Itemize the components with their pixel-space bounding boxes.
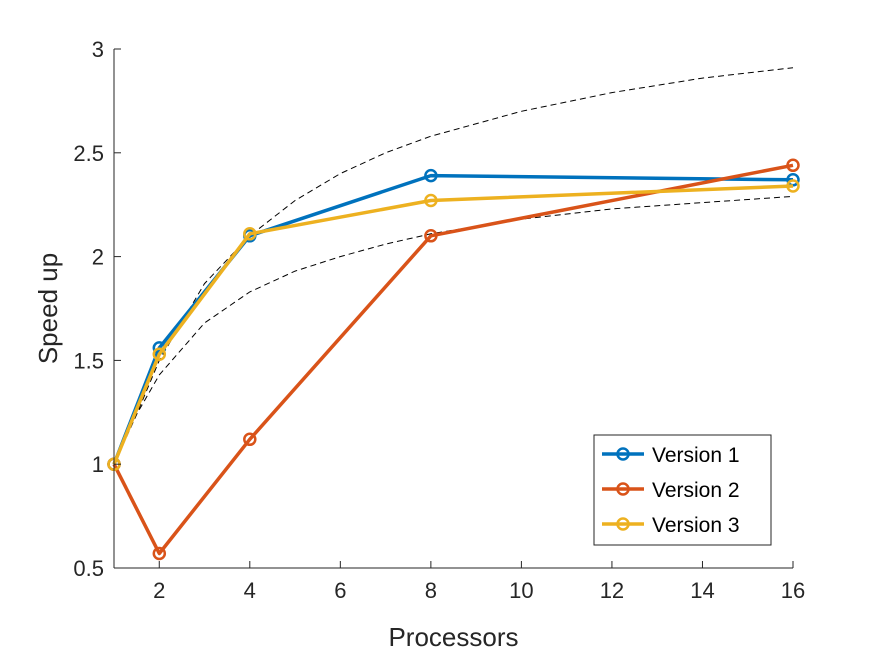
- data-point: [786, 179, 800, 193]
- y-axis-label: Speed up: [33, 253, 63, 364]
- x-tick-label: 2: [153, 578, 165, 603]
- series-line-3: [112, 184, 794, 465]
- data-point: [152, 546, 167, 561]
- data-point: [786, 158, 800, 173]
- legend-item: Version 2: [602, 479, 740, 502]
- series-3: [107, 179, 800, 471]
- series-1: [107, 168, 800, 471]
- reference-curve-2: [113, 195, 794, 465]
- x-axis-label: Processors: [388, 622, 518, 652]
- reference-curves: [113, 67, 794, 465]
- legend-item: Version 3: [602, 514, 740, 537]
- data-point: [152, 347, 167, 361]
- x-tick-label: 8: [425, 578, 437, 603]
- legend: Version 1 Version 2 Version 3: [593, 434, 772, 546]
- y-tick-label: 2.5: [73, 141, 104, 166]
- y-tick-label: 1: [92, 452, 104, 477]
- data-point: [424, 193, 438, 208]
- legend-swatch-marker: [616, 517, 630, 531]
- y-tick-label: 3: [92, 37, 104, 62]
- x-tick-label: 12: [600, 578, 624, 603]
- x-tick-label: 4: [244, 578, 256, 603]
- y-tick-label: 1.5: [73, 348, 104, 373]
- legend-label: Version 2: [652, 479, 740, 502]
- legend-label: Version 3: [652, 514, 740, 537]
- reference-curve-1: [113, 67, 794, 465]
- series-layer: [107, 158, 800, 561]
- legend-swatch-marker: [616, 482, 630, 496]
- x-tick-label: 10: [509, 578, 533, 603]
- x-tick-label: 6: [334, 578, 346, 603]
- series-line-2: [112, 163, 794, 556]
- tick-labels: 2 4 6 8 10 12 14 16 0.5 1 1.5 2 2.5 3: [73, 37, 805, 603]
- axes: [113, 48, 794, 569]
- y-tick-label: 0.5: [73, 556, 104, 581]
- series-line-1: [112, 173, 794, 465]
- x-tick-label: 16: [781, 578, 805, 603]
- data-point: [424, 168, 438, 183]
- data-point: [424, 229, 438, 243]
- x-tick-label: 14: [690, 578, 714, 603]
- data-point: [786, 173, 800, 187]
- legend-item: Version 1: [602, 444, 740, 467]
- legend-label: Version 1: [652, 444, 740, 467]
- legend-swatch-marker: [616, 447, 630, 461]
- data-point: [243, 432, 257, 447]
- data-point: [243, 227, 257, 241]
- series-2: [107, 158, 800, 561]
- y-tick-label: 2: [92, 245, 104, 270]
